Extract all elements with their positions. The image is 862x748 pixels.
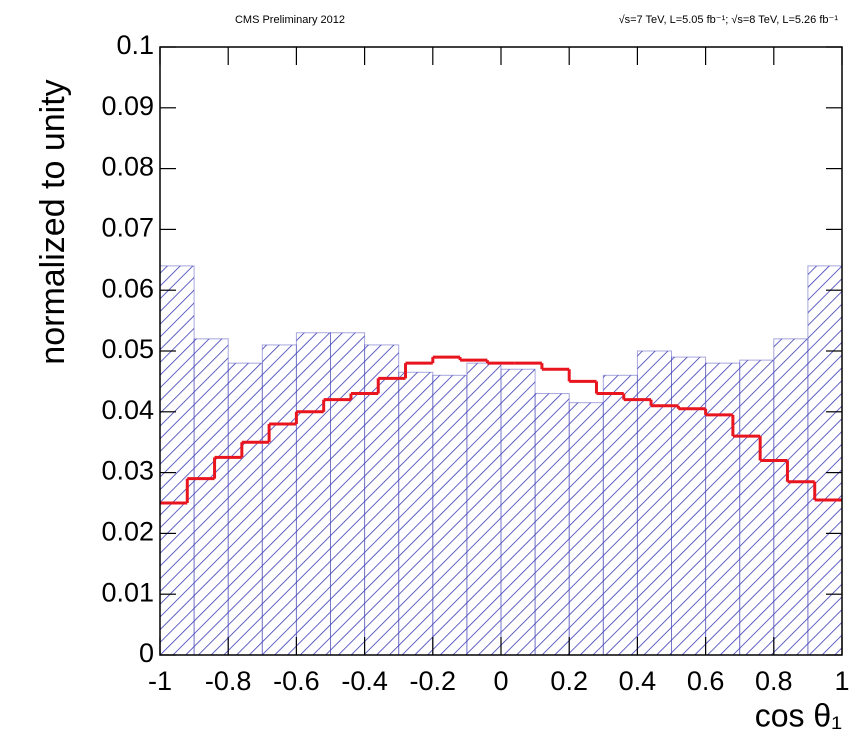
y-tick-label: 0.08 (101, 152, 154, 182)
y-axis-label: normalized to unity (34, 79, 72, 364)
y-tick-label: 0.04 (101, 395, 154, 425)
hist-bar (159, 265, 195, 656)
hist-bar (398, 371, 434, 656)
x-tick-label: 0.4 (619, 666, 657, 696)
hist-bar (671, 356, 707, 656)
hist-bar (534, 393, 570, 656)
x-tick-label: 0.2 (550, 666, 588, 696)
x-tick-label: -1 (148, 666, 172, 696)
x-axis-label: cos θ₁ (755, 697, 842, 733)
x-tick-label: 1 (834, 666, 849, 696)
x-tick-label: -0.2 (410, 666, 457, 696)
chart-title: CMS Preliminary 2012 (235, 14, 345, 26)
hist-bar (602, 374, 638, 656)
hist-bar (739, 359, 775, 656)
y-tick-label: 0.05 (101, 334, 154, 364)
hist-bar (227, 362, 263, 656)
x-tick-label: -0.4 (341, 666, 388, 696)
x-tick-label: -0.6 (273, 666, 320, 696)
hist-bar (364, 344, 400, 656)
y-tick-label: 0.09 (101, 91, 154, 121)
hist-bar (807, 265, 843, 656)
hist-bar (466, 362, 502, 656)
y-tick-label: 0.03 (101, 456, 154, 486)
hist-bar (568, 402, 604, 656)
hist-bar (705, 362, 741, 656)
chart-subtitle: √s=7 TeV, L=5.05 fb⁻¹; √s=8 TeV, L=5.26 … (619, 14, 839, 26)
hist-bar (432, 374, 468, 656)
hist-bar (295, 332, 331, 656)
hist-bar (193, 338, 229, 656)
x-tick-label: -0.8 (205, 666, 252, 696)
y-tick-label: 0.01 (101, 577, 154, 607)
x-tick-label: 0.6 (687, 666, 725, 696)
y-tick-label: 0 (139, 638, 154, 668)
hist-bar (261, 344, 297, 656)
y-tick-label: 0.06 (101, 273, 154, 303)
x-tick-label: 0 (493, 666, 508, 696)
y-tick-label: 0.1 (116, 30, 154, 60)
hist-bar (330, 332, 366, 656)
hist-bar (636, 350, 673, 656)
hist-bar (500, 368, 536, 656)
x-tick-label: 0.8 (755, 666, 793, 696)
hist-bar (773, 338, 809, 656)
y-tick-label: 0.07 (101, 213, 154, 243)
y-tick-label: 0.02 (101, 517, 154, 547)
